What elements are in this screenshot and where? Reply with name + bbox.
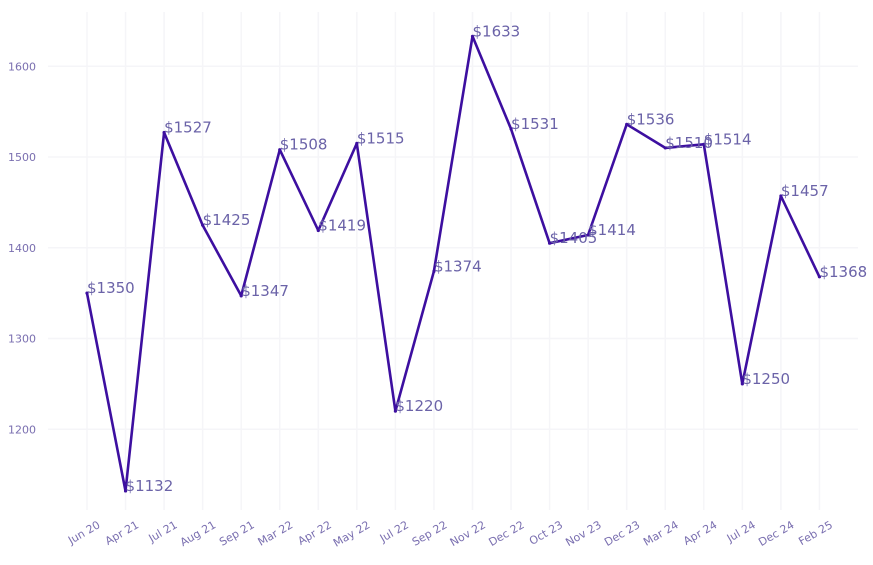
data-label: $1347: [241, 282, 289, 300]
data-label: $1419: [318, 217, 366, 235]
data-label: $1515: [357, 129, 405, 147]
series-line-group: [85, 34, 822, 493]
data-point: [85, 291, 89, 295]
data-label: $1220: [395, 397, 443, 415]
data-point: [239, 294, 243, 298]
data-point: [663, 146, 667, 150]
data-label: $1514: [704, 130, 752, 148]
data-label: $1527: [164, 118, 212, 136]
x-tick-label: Feb 25: [796, 518, 835, 548]
data-point: [470, 34, 475, 38]
x-tick-label: Jul 24: [724, 518, 758, 545]
data-point: [278, 148, 282, 152]
data-label: $1425: [203, 211, 251, 229]
data-point: [817, 275, 822, 279]
data-point: [123, 489, 128, 493]
x-tick-label: Mar 24: [641, 518, 681, 548]
x-tick-label: Dec 24: [756, 518, 796, 549]
data-point: [740, 382, 744, 386]
x-tick-label: Apr 22: [296, 518, 334, 548]
data-point: [393, 409, 397, 413]
x-tick-label: May 22: [331, 518, 372, 549]
data-label: $1405: [550, 229, 598, 247]
data-point: [432, 269, 436, 273]
x-tick-label: Jul 22: [377, 518, 411, 545]
data-point: [625, 122, 629, 126]
y-tick-label: 1300: [8, 333, 36, 346]
data-label: $1368: [819, 263, 867, 281]
x-tick-label: Dec 22: [486, 518, 526, 549]
x-tick-label: Mar 22: [256, 518, 296, 548]
data-labels: $1350 $1132 $1527 $1425 $1347 $1508 $1419 $1515…: [87, 22, 867, 495]
data-label: $1132: [126, 477, 174, 495]
x-tick-label: Aug 21: [178, 518, 218, 549]
data-point: [586, 233, 590, 237]
x-tick-label: Jun 20: [65, 518, 102, 547]
x-tick-label: Apr 21: [103, 518, 141, 548]
data-label: $1531: [511, 115, 559, 133]
data-point: [355, 141, 359, 145]
x-tick-label: Dec 23: [602, 518, 642, 549]
data-point: [162, 130, 166, 135]
data-label: $1250: [742, 370, 790, 388]
data-label: $1350: [87, 279, 135, 297]
data-point: [509, 127, 513, 131]
data-label: $1374: [434, 257, 482, 275]
y-axis-ticks: 1200 1300 1400 1500 1600: [8, 60, 36, 436]
y-tick-label: 1600: [8, 60, 36, 73]
data-point: [702, 142, 706, 146]
x-tick-label: Jul 21: [146, 518, 180, 545]
x-tick-label: Nov 23: [563, 518, 603, 549]
y-tick-label: 1500: [8, 151, 36, 164]
series-line: [85, 34, 821, 493]
data-point: [779, 194, 783, 198]
y-tick-label: 1200: [8, 423, 36, 436]
x-tick-label: Nov 22: [448, 518, 488, 549]
data-point: [201, 223, 205, 227]
data-point: [316, 228, 320, 233]
x-tick-label: Sep 21: [217, 518, 257, 548]
data-label: $1536: [627, 110, 675, 128]
x-tick-label: Apr 24: [681, 518, 719, 548]
data-label: $1633: [473, 22, 521, 40]
x-tick-label: Oct 23: [527, 518, 565, 548]
data-point: [548, 241, 552, 245]
data-label: $1508: [280, 136, 328, 154]
x-tick-label: Sep 22: [410, 518, 450, 548]
grid: [48, 12, 858, 510]
data-label: $1414: [588, 221, 636, 239]
y-tick-label: 1400: [8, 242, 36, 255]
data-label: $1510: [665, 134, 713, 152]
data-label: $1457: [781, 182, 829, 200]
